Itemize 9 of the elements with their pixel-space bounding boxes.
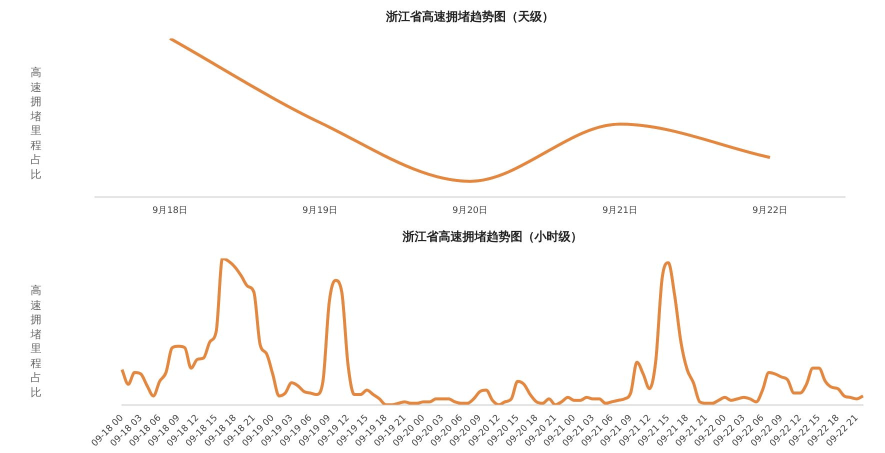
y-axis-title: 高速拥堵里程占比 xyxy=(30,66,42,182)
chart-title: 浙江省高速拥堵趋势图（天级） xyxy=(385,9,554,24)
x-tick-label: 9月20日 xyxy=(452,206,488,216)
chart-title: 浙江省高速拥堵趋势图（小时级） xyxy=(402,229,582,244)
x-tick-label: 9月22日 xyxy=(752,206,788,216)
x-tick-label: 9月19日 xyxy=(302,206,338,216)
x-tick-label: 9月18日 xyxy=(152,206,188,216)
y-axis-title: 高速拥堵里程占比 xyxy=(30,284,42,400)
x-tick-label: 9月21日 xyxy=(602,206,638,216)
